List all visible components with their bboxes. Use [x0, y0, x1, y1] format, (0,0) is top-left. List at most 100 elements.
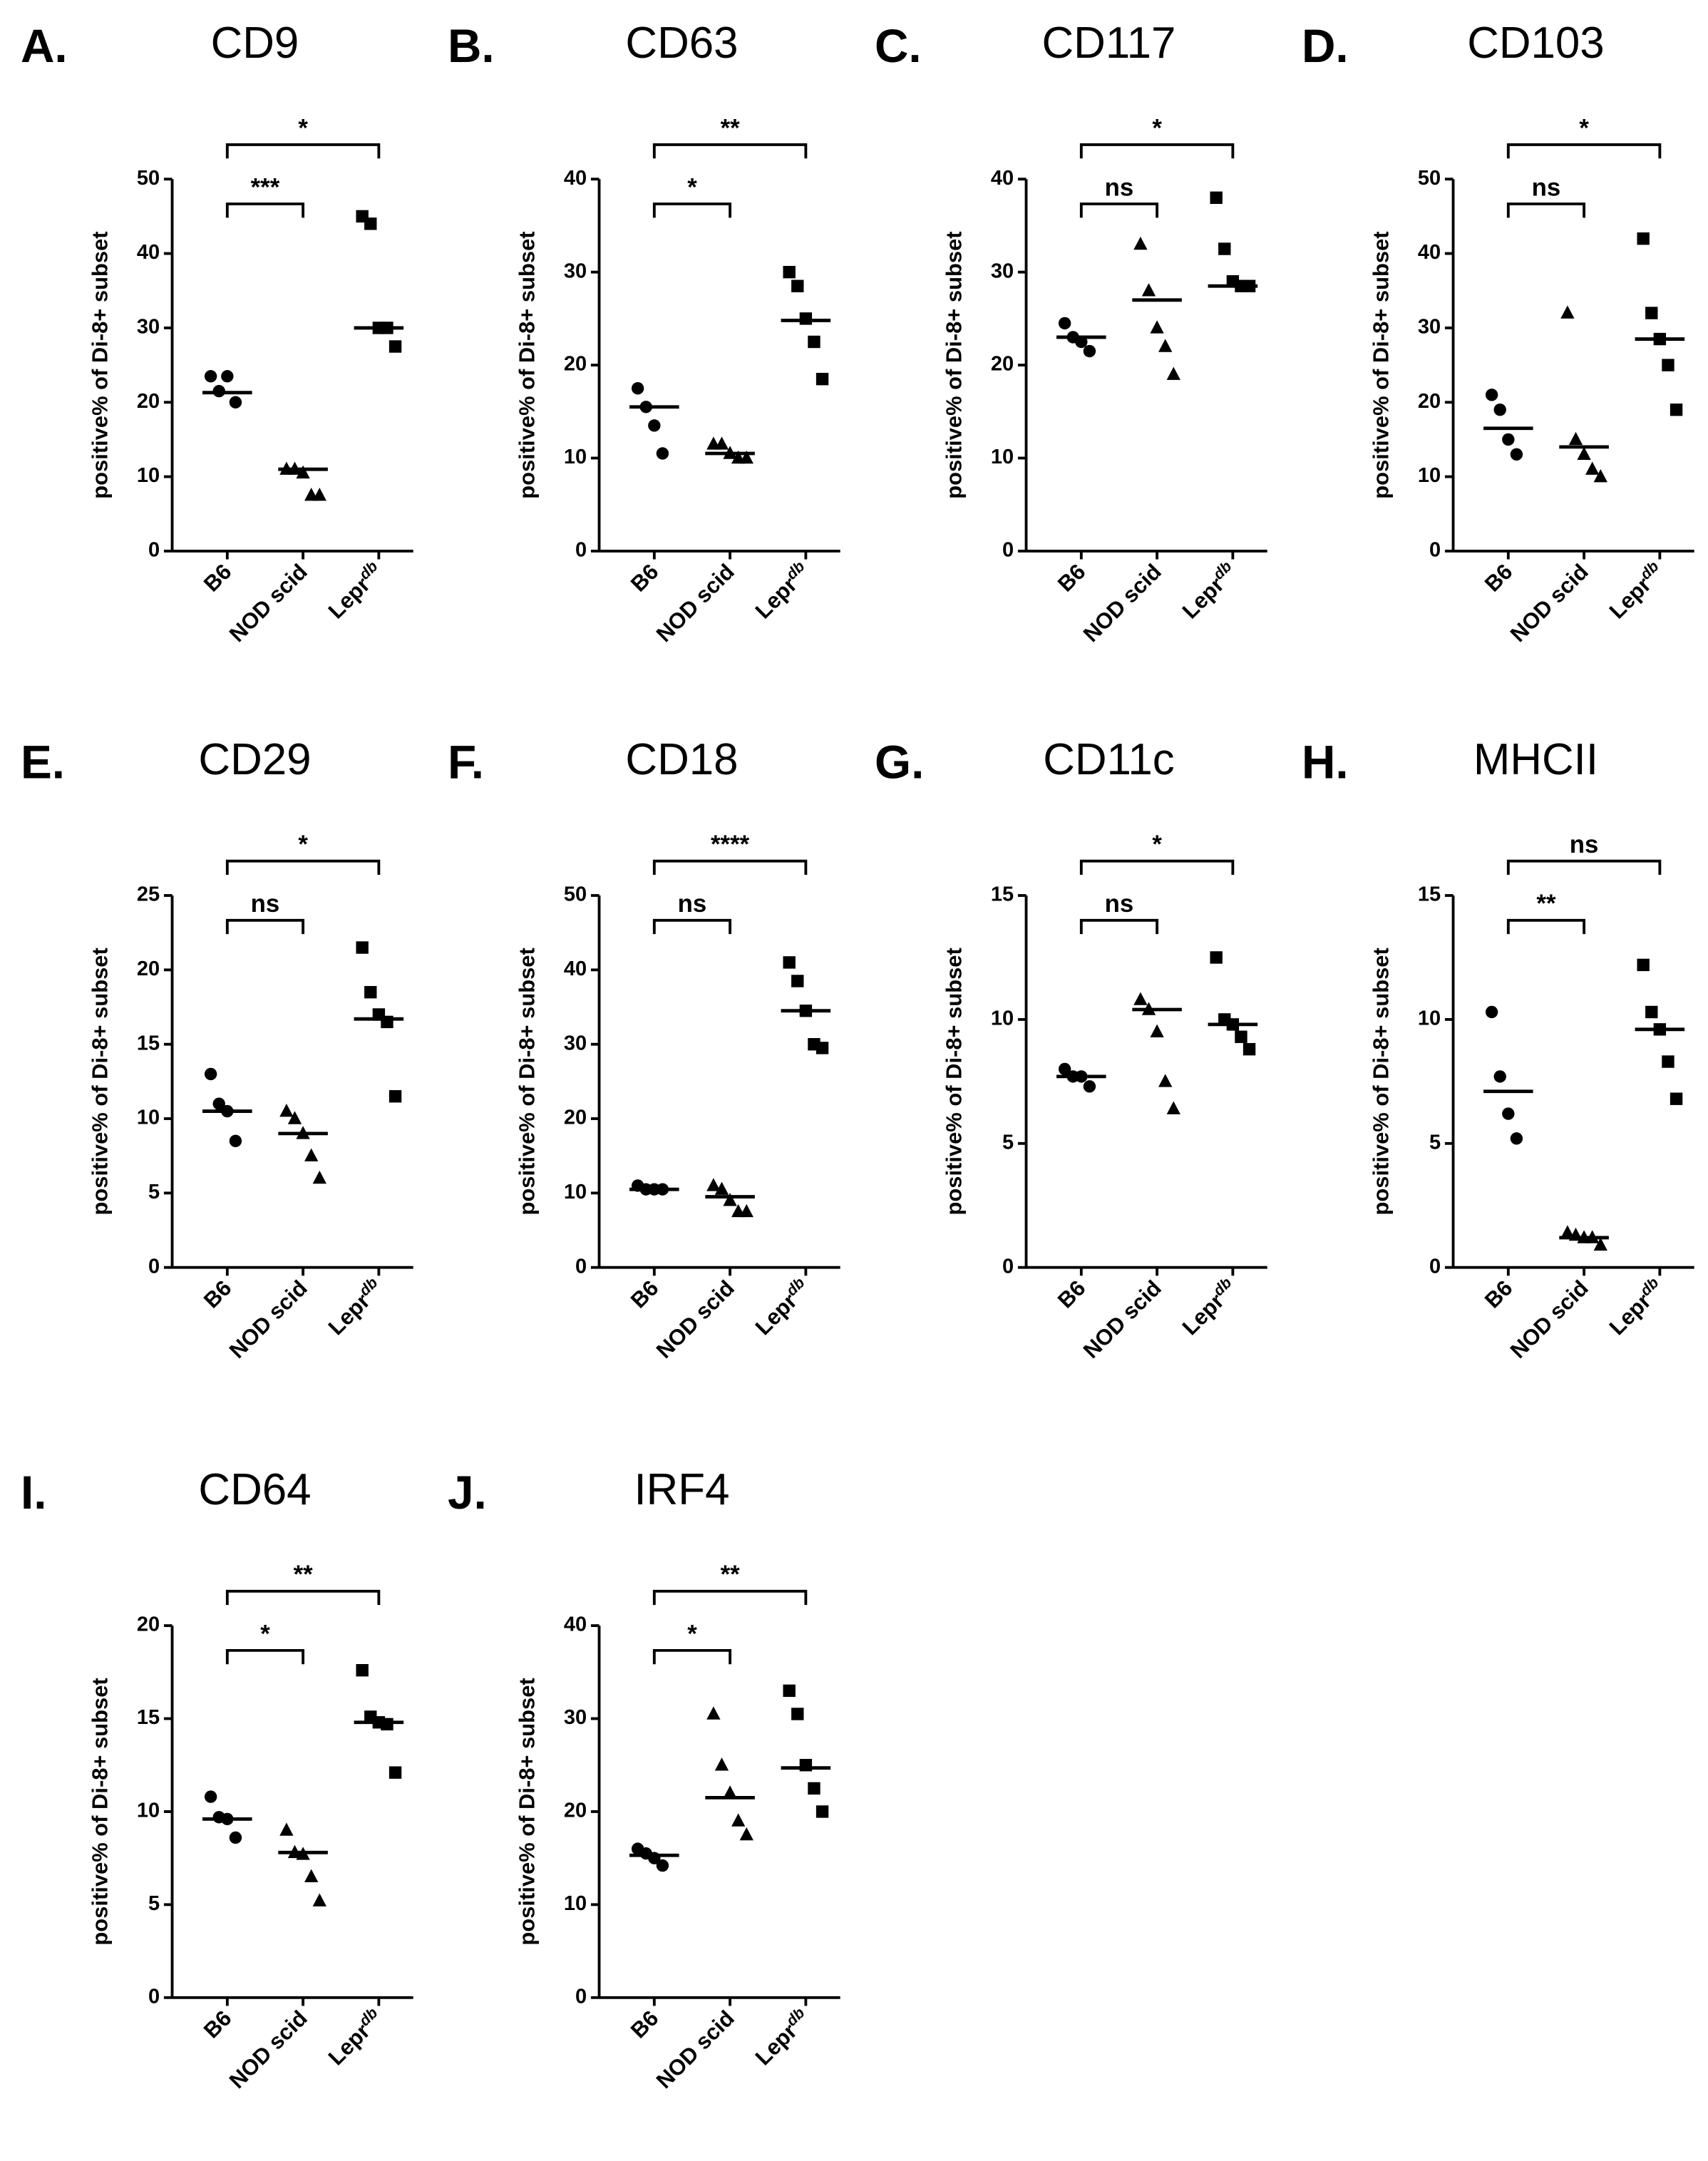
- y-tick-label: 40: [991, 167, 1014, 190]
- x-tick-label: NOD scid: [1506, 1275, 1593, 1363]
- y-tick-label: 0: [148, 539, 160, 562]
- y-tick-label: 0: [1429, 539, 1441, 562]
- panel: F. CD18 positive% of Di-8+ subset 0 10 20 30 40…: [448, 735, 840, 1363]
- y-tick-label: 40: [564, 167, 587, 190]
- x-tick-label: B6: [626, 1275, 664, 1313]
- x-tick-label: Leprdb: [322, 2004, 388, 2070]
- y-tick-label: 10: [137, 1107, 160, 1129]
- y-tick-label: 15: [137, 1032, 160, 1054]
- category-name: B6: [626, 1275, 664, 1313]
- data-point: [706, 1706, 721, 1720]
- y-tick-label: 50: [1418, 167, 1441, 190]
- data-point: [1083, 1080, 1096, 1093]
- y-tick-label: 10: [991, 1007, 1014, 1030]
- y-tick-label: 0: [1002, 1255, 1014, 1278]
- x-tick-label: Leprdb: [749, 1274, 815, 1340]
- x-tick-label: NOD scid: [225, 2006, 312, 2093]
- panel-label: F.: [448, 736, 484, 789]
- significance-label: ns: [251, 890, 280, 918]
- panel-title: CD64: [198, 1465, 311, 1514]
- significance-label: *: [1152, 831, 1162, 858]
- data-point: [816, 1805, 829, 1818]
- data-point: [1058, 317, 1071, 330]
- data-point: [808, 1782, 820, 1795]
- significance-label: **: [294, 1561, 314, 1588]
- data-point: [1502, 433, 1515, 446]
- y-tick-label: 20: [137, 958, 160, 980]
- category-name: B6: [199, 1275, 237, 1313]
- category-name: B6: [626, 559, 664, 597]
- data-point: [1133, 236, 1148, 250]
- significance-label: ***: [251, 174, 280, 201]
- panel: H. MHCII positive% of Di-8+ subset 0 5 10 15 B6…: [1302, 735, 1694, 1363]
- data-point: [1593, 1237, 1607, 1251]
- data-point: [381, 1718, 393, 1731]
- y-tick-label: 15: [991, 883, 1014, 906]
- y-tick-label: 40: [564, 1613, 587, 1636]
- data-point: [714, 1181, 729, 1195]
- x-tick-label: NOD scid: [652, 1275, 739, 1363]
- category-name: B6: [626, 2006, 664, 2043]
- data-point: [279, 1822, 294, 1836]
- data-point: [229, 1134, 242, 1148]
- data-point: [631, 381, 644, 395]
- panel: A. CD9 positive% of Di-8+ subset 0 10 20 30 40 5…: [21, 19, 413, 647]
- category-name: B6: [1053, 559, 1091, 597]
- panel-title: MHCII: [1473, 735, 1598, 784]
- significance-bracket: [652, 1648, 732, 1665]
- x-tick-label: B6: [199, 1275, 237, 1313]
- y-tick-label: 10: [564, 1181, 587, 1203]
- significance-label: ns: [1105, 174, 1134, 201]
- panel-title: CD9: [211, 19, 299, 68]
- data-point: [1493, 403, 1506, 416]
- data-point: [229, 1831, 242, 1844]
- data-point: [356, 941, 369, 954]
- data-point: [312, 1893, 326, 1906]
- data-point: [1158, 1074, 1173, 1087]
- y-tick-label: 50: [137, 167, 160, 190]
- category-name: NOD scid: [225, 559, 312, 647]
- category-name: B6: [199, 559, 237, 597]
- data-point: [731, 1813, 746, 1827]
- data-point: [204, 1067, 217, 1081]
- data-point: [1150, 320, 1164, 334]
- x-tick-label: Leprdb: [1176, 1274, 1242, 1340]
- y-tick-label: 0: [148, 1985, 160, 2008]
- y-axis-label: positive% of Di-8+ subset: [942, 231, 967, 498]
- y-axis-label: positive% of Di-8+ subset: [88, 231, 113, 498]
- y-tick-label: 0: [1429, 1255, 1441, 1278]
- x-tick-label: Leprdb: [749, 558, 815, 623]
- category-name: B6: [199, 2006, 237, 2043]
- significance-bracket: [652, 202, 732, 218]
- y-tick-label: 20: [564, 1800, 587, 1822]
- category-name: NOD scid: [225, 2006, 312, 2093]
- category-name: NOD scid: [652, 2006, 739, 2093]
- y-axis-label: positive% of Di-8+ subset: [515, 1678, 540, 1945]
- data-point: [389, 1766, 402, 1779]
- y-tick-label: 30: [137, 316, 160, 339]
- x-tick-label: Leprdb: [322, 558, 388, 623]
- y-tick-label: 5: [1002, 1131, 1014, 1154]
- y-axis-label: positive% of Di-8+ subset: [1369, 948, 1394, 1215]
- data-point: [364, 217, 377, 230]
- y-tick-label: 30: [564, 1032, 587, 1054]
- y-tick-label: 20: [991, 353, 1014, 376]
- category-name: NOD scid: [652, 1275, 739, 1363]
- significance-label: *: [260, 1621, 270, 1648]
- data-point: [739, 1203, 753, 1218]
- category-name: B6: [1480, 1275, 1518, 1313]
- panel-title: CD103: [1467, 19, 1604, 68]
- y-tick-label: 5: [148, 1892, 160, 1915]
- data-point: [1502, 1107, 1515, 1120]
- data-point: [389, 1090, 402, 1103]
- significance-bracket: [225, 859, 381, 876]
- data-point: [783, 265, 796, 279]
- panel-label: A.: [21, 20, 68, 72]
- category-name: B6: [1053, 1275, 1091, 1313]
- significance-bracket: [225, 143, 381, 159]
- significance-label: **: [1536, 890, 1556, 918]
- significance-bracket: [1079, 143, 1235, 159]
- panel-label: H.: [1302, 736, 1349, 789]
- data-point: [799, 312, 813, 325]
- significance-label: *: [298, 115, 308, 142]
